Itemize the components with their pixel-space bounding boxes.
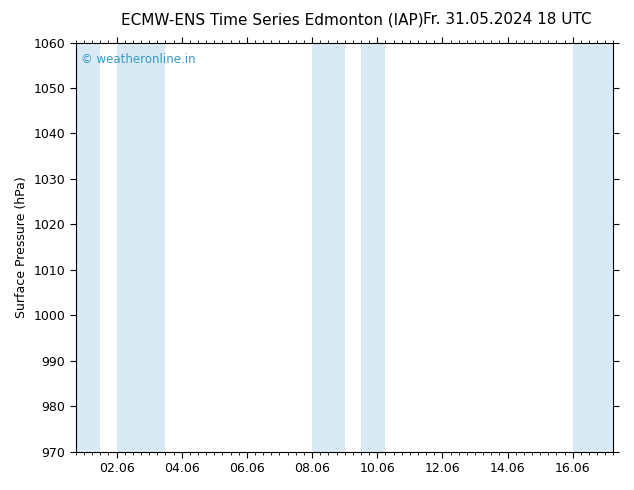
- Bar: [573, 43, 614, 452]
- Bar: [312, 43, 345, 452]
- Bar: [76, 43, 100, 452]
- Text: © weatheronline.in: © weatheronline.in: [81, 53, 196, 66]
- Text: Fr. 31.05.2024 18 UTC: Fr. 31.05.2024 18 UTC: [423, 12, 592, 27]
- Bar: [361, 43, 385, 452]
- Bar: [117, 43, 165, 452]
- Y-axis label: Surface Pressure (hPa): Surface Pressure (hPa): [15, 176, 28, 318]
- Text: ECMW-ENS Time Series Edmonton (IAP): ECMW-ENS Time Series Edmonton (IAP): [121, 12, 424, 27]
